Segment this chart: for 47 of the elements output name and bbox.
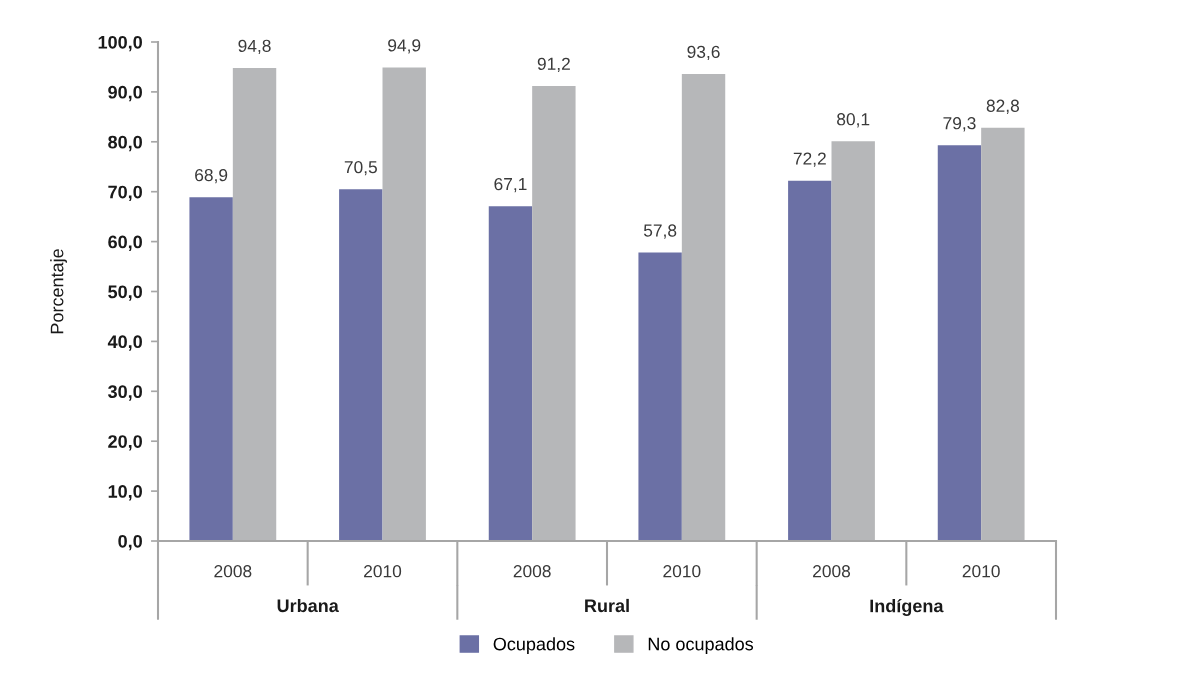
legend-label: No ocupados bbox=[648, 637, 754, 655]
text: Rural bbox=[585, 598, 629, 613]
y-tick-label: 70,0 bbox=[108, 185, 142, 202]
x-tick-label: 2010 bbox=[962, 565, 1000, 578]
y-axis-title: Porcentaje bbox=[50, 249, 67, 334]
text: Indígena bbox=[870, 598, 944, 616]
data-label: 72,2 bbox=[793, 152, 826, 167]
data-label: 70,5 bbox=[344, 160, 377, 176]
y-tick-label: 50,0 bbox=[108, 285, 142, 301]
bar bbox=[638, 252, 682, 541]
y-tick-label: 80,0 bbox=[108, 135, 142, 152]
x-tick-label: 2010 bbox=[364, 565, 402, 578]
data-label: 94,8 bbox=[238, 39, 271, 55]
bar bbox=[189, 197, 233, 541]
y-tick-label: 40,0 bbox=[107, 335, 142, 351]
data-label: 57,8 bbox=[643, 224, 677, 239]
data-label: 93,6 bbox=[687, 45, 720, 61]
y-tick-label: 60,0 bbox=[108, 235, 142, 251]
bar bbox=[981, 127, 1025, 541]
data-label: 80,1 bbox=[837, 113, 870, 128]
y-tick-label: 90,0 bbox=[108, 85, 142, 102]
x-tick-label: 2008 bbox=[513, 565, 551, 578]
data-label: 91,2 bbox=[537, 57, 570, 73]
bar bbox=[488, 206, 533, 541]
bar bbox=[681, 73, 726, 541]
bar bbox=[532, 85, 576, 541]
y-tick-label: 10,0 bbox=[108, 485, 142, 501]
bar bbox=[937, 145, 982, 541]
y-tick-label: 100,0 bbox=[98, 35, 142, 52]
data-label: 67,1 bbox=[494, 177, 527, 193]
data-label: 82,8 bbox=[986, 99, 1020, 114]
text: Urbana bbox=[277, 598, 339, 613]
y-tick-label: 20,0 bbox=[108, 435, 142, 451]
bar bbox=[232, 67, 277, 541]
x-tick-label: 2010 bbox=[663, 565, 701, 578]
y-tick-label: 30,0 bbox=[108, 385, 142, 401]
bar bbox=[788, 180, 832, 541]
legend-label: Ocupados bbox=[493, 637, 575, 655]
x-tick-label: 2008 bbox=[813, 565, 851, 578]
data-label: 79,3 bbox=[943, 117, 976, 132]
data-label: 68,9 bbox=[195, 168, 228, 184]
bar bbox=[831, 141, 875, 541]
bar bbox=[339, 189, 383, 541]
y-tick-label: 0,0 bbox=[118, 534, 142, 551]
bar bbox=[382, 67, 426, 541]
x-tick-label: 2008 bbox=[214, 565, 252, 578]
data-label: 94,9 bbox=[388, 39, 421, 54]
